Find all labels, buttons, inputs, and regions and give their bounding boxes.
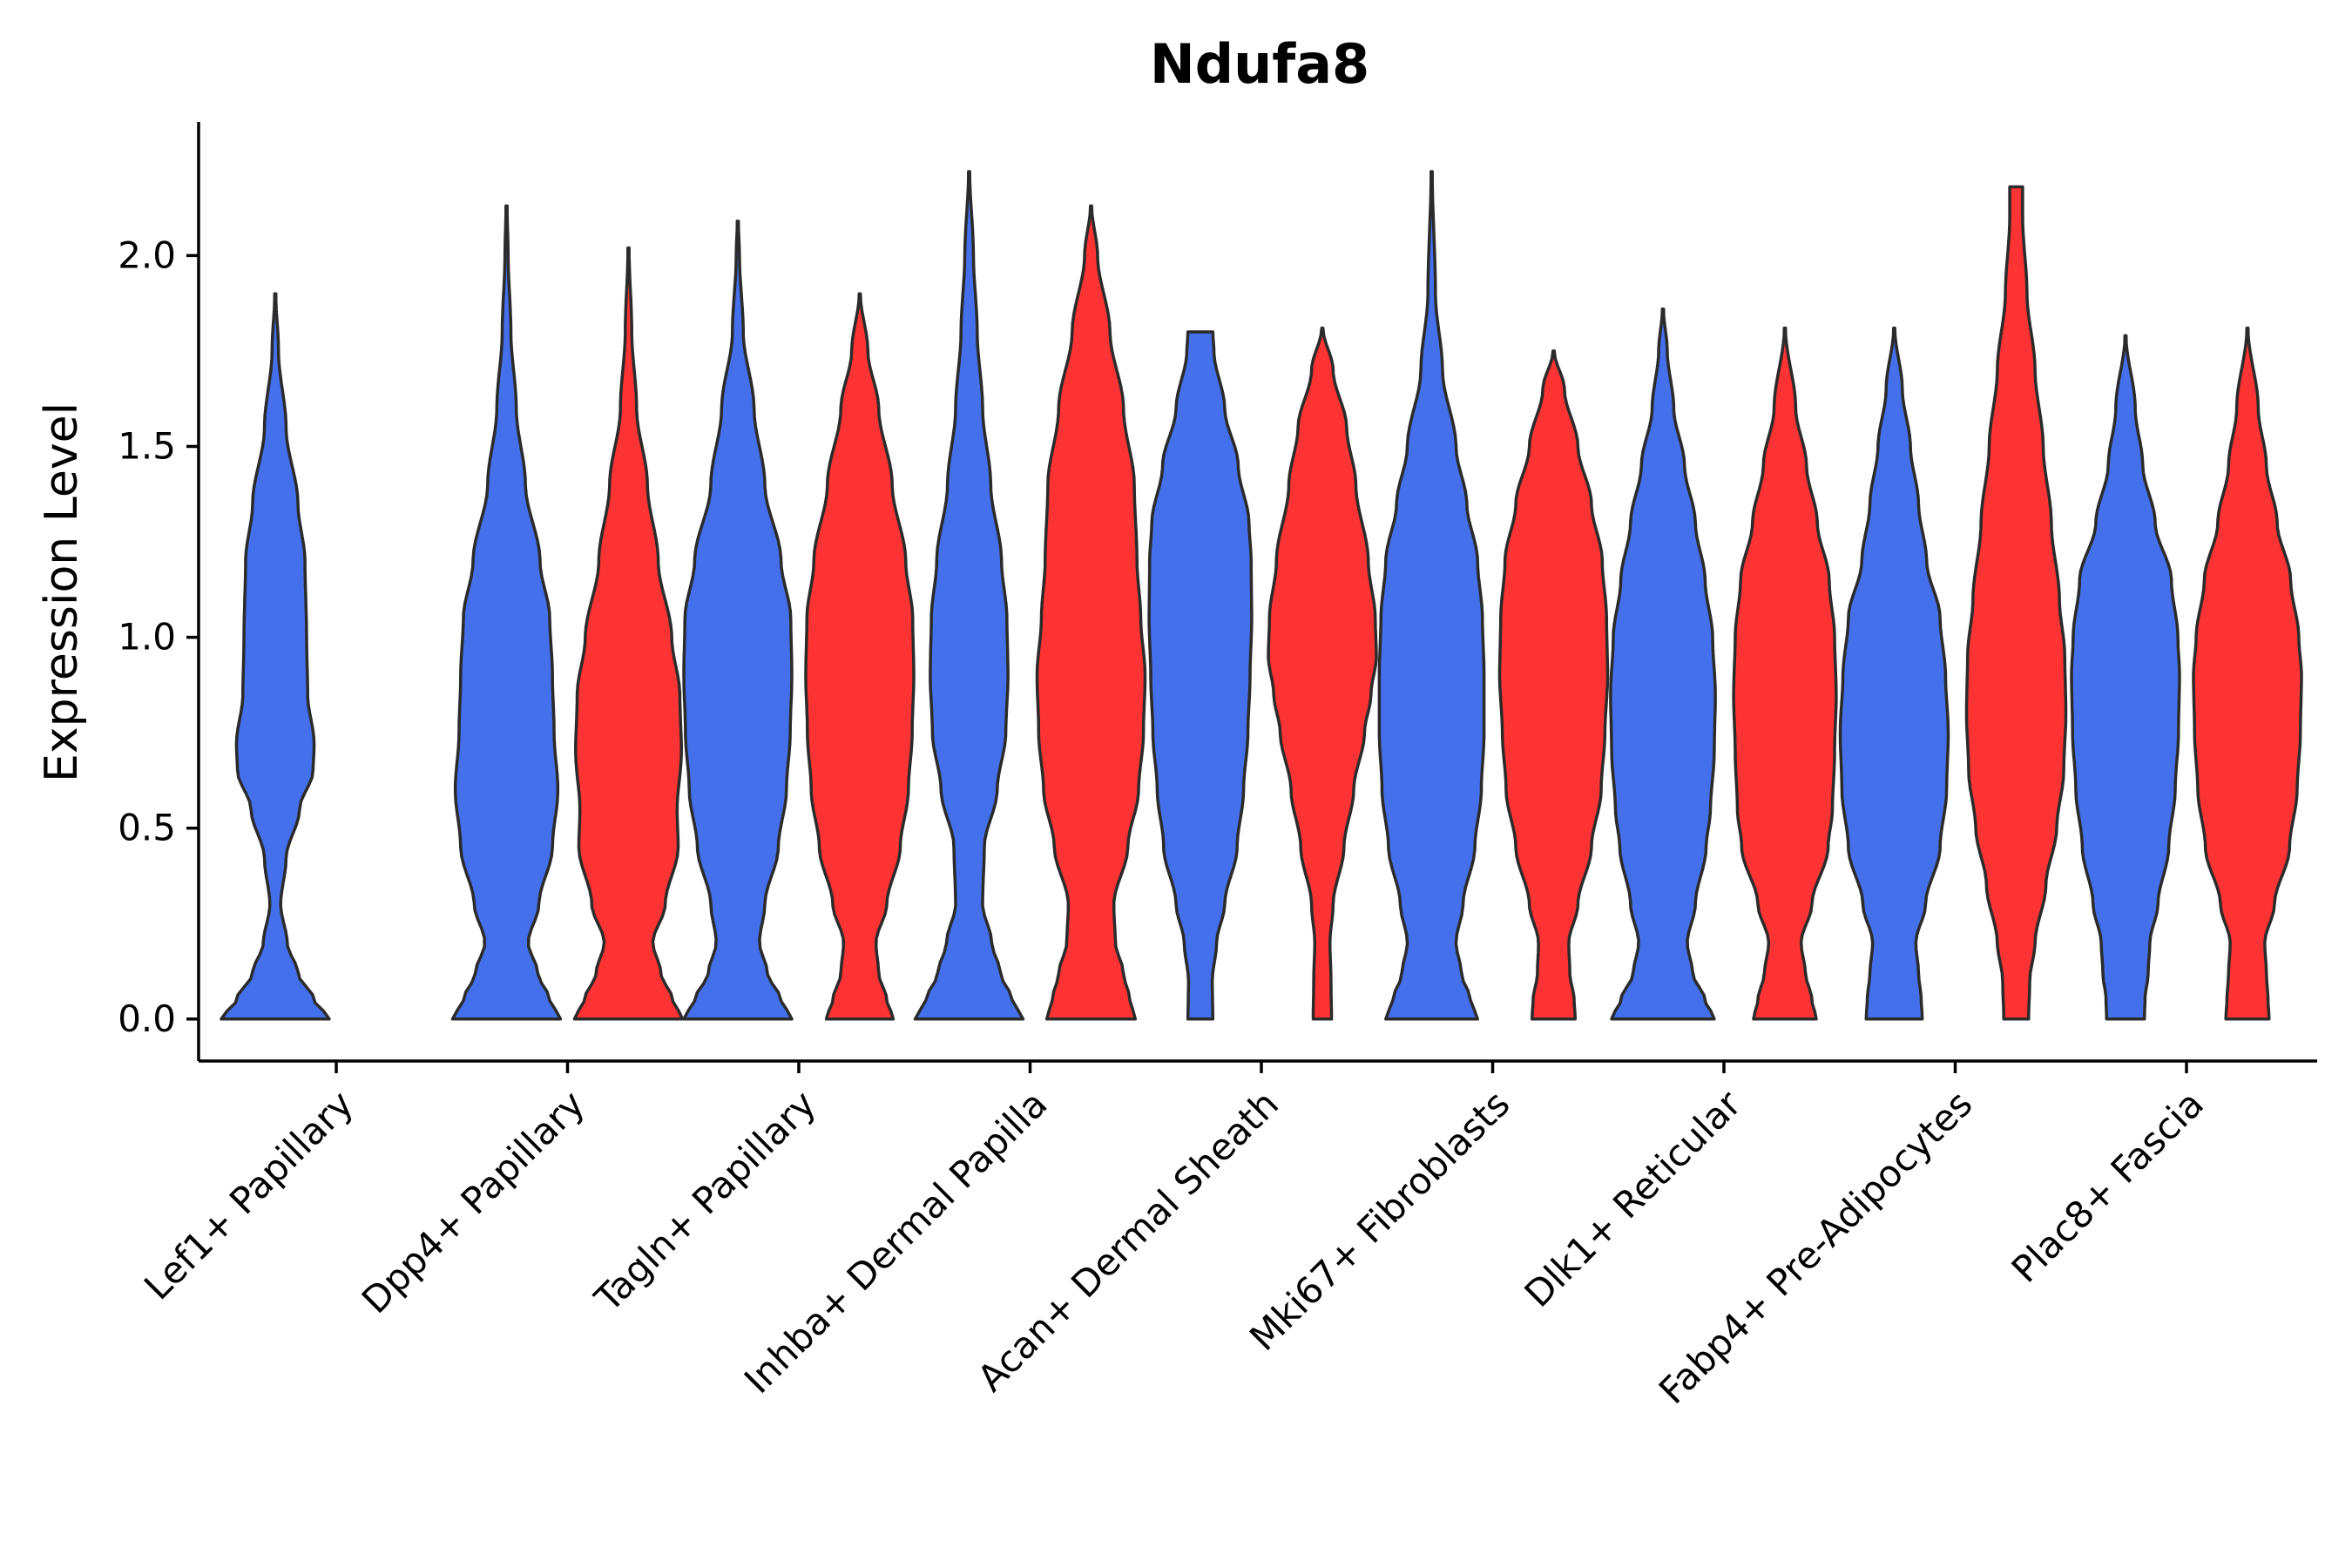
violin-blue-5 — [1377, 170, 1486, 1021]
violin-red-8 — [2192, 326, 2303, 1021]
violin-blue-7 — [1838, 326, 1950, 1021]
violin-group — [220, 170, 2303, 1021]
violin-blue-8 — [2070, 334, 2181, 1021]
violin-blue-3 — [913, 170, 1025, 1021]
y-axis-ticks: 0.0 0.5 1.0 1.5 2.0 — [118, 233, 199, 1040]
violin-red-1 — [572, 246, 685, 1021]
y-tick-label: 2.0 — [118, 233, 176, 276]
y-tick-label: 1.0 — [118, 616, 176, 659]
violin-blue-0 — [220, 292, 331, 1021]
x-tick-label: Lef1+ Papillary — [136, 1082, 362, 1308]
violin-blue-2 — [682, 220, 794, 1021]
violin-blue-1 — [450, 204, 563, 1021]
violin-blue-6 — [1609, 307, 1717, 1021]
y-tick-label: 0.0 — [118, 997, 176, 1040]
chart-title: Ndufa8 — [1150, 32, 1369, 96]
violin-red-5 — [1497, 349, 1610, 1021]
y-tick-label: 0.5 — [118, 807, 176, 849]
violin-red-7 — [1964, 185, 2068, 1021]
violin-red-6 — [1732, 326, 1838, 1021]
y-tick-label: 1.5 — [118, 424, 176, 467]
violin-red-3 — [1035, 204, 1147, 1021]
violin-blue-4 — [1147, 330, 1254, 1021]
y-axis-label: Expression Level — [36, 402, 88, 782]
x-tick-label: Mki67+ Fibroblasts — [1241, 1082, 1517, 1358]
x-tick-label: Dlk1+ Reticular — [1517, 1082, 1750, 1315]
x-tick-label: Dpp4+ Papillary — [354, 1082, 593, 1321]
x-tick-label: Plac8+ Fascia — [2004, 1082, 2212, 1290]
x-tick-label: Tagln+ Papillary — [586, 1082, 824, 1320]
violin-red-4 — [1267, 326, 1378, 1021]
violin-red-2 — [804, 292, 916, 1021]
